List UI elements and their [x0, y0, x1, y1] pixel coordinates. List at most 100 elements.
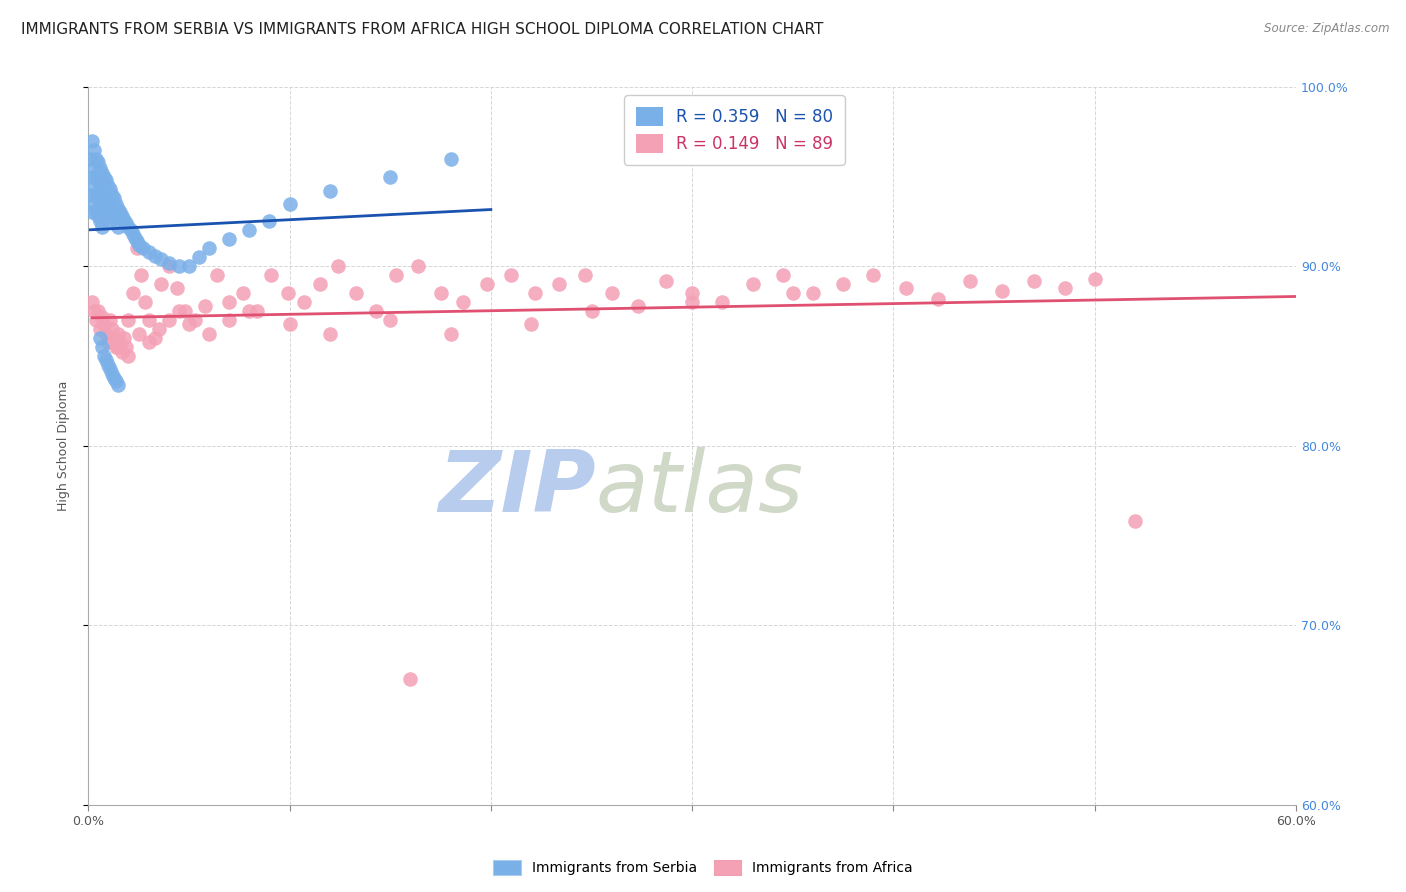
Point: [110, 205, 132, 219]
Point: [124, 230, 146, 244]
Point: [87, 155, 110, 169]
Point: [574, 268, 596, 283]
Point: [100, 313, 122, 327]
Point: [681, 295, 703, 310]
Point: [600, 286, 623, 301]
Point: [97, 358, 120, 372]
Point: [87, 173, 110, 187]
Point: [107, 202, 129, 216]
Point: [1084, 272, 1107, 286]
Point: [194, 299, 217, 313]
Point: [238, 223, 260, 237]
Point: [103, 209, 125, 223]
Point: [278, 317, 301, 331]
Point: [91, 184, 114, 198]
Point: [772, 268, 794, 283]
Point: [83, 304, 105, 318]
Point: [385, 268, 408, 283]
Point: [125, 241, 148, 255]
Point: [100, 200, 122, 214]
Point: [260, 268, 283, 283]
Point: [91, 340, 114, 354]
Point: [218, 313, 240, 327]
Point: [499, 268, 522, 283]
Point: [96, 191, 118, 205]
Point: [89, 331, 111, 345]
Point: [143, 331, 166, 345]
Point: [429, 286, 451, 301]
Point: [319, 184, 342, 198]
Point: [148, 322, 170, 336]
Point: [91, 219, 114, 234]
Point: [366, 304, 388, 318]
Point: [308, 277, 330, 292]
Point: [149, 252, 172, 267]
Point: [959, 274, 981, 288]
Point: [105, 340, 128, 354]
Point: [97, 178, 120, 193]
Point: [439, 152, 461, 166]
Point: [93, 187, 115, 202]
Point: [93, 317, 115, 331]
Point: [188, 250, 211, 264]
Point: [89, 161, 111, 175]
Point: [91, 310, 114, 324]
Point: [277, 286, 299, 301]
Point: [121, 286, 143, 301]
Point: [101, 322, 124, 336]
Point: [89, 178, 111, 193]
Point: [524, 286, 547, 301]
Point: [131, 241, 153, 255]
Point: [548, 277, 571, 292]
Point: [246, 304, 269, 318]
Point: [198, 327, 221, 342]
Point: [89, 196, 111, 211]
Point: [344, 286, 367, 301]
Point: [107, 327, 129, 342]
Point: [319, 327, 342, 342]
Point: [96, 173, 118, 187]
Point: [96, 209, 118, 223]
Point: [96, 352, 118, 367]
Point: [259, 214, 281, 228]
Point: [82, 134, 104, 148]
Point: [167, 304, 190, 318]
Point: [894, 281, 917, 295]
Point: [110, 336, 132, 351]
Point: [100, 182, 122, 196]
Point: [581, 304, 603, 318]
Point: [107, 219, 129, 234]
Point: [157, 256, 180, 270]
Point: [84, 187, 107, 202]
Point: [107, 377, 129, 392]
Point: [103, 191, 125, 205]
Point: [711, 295, 734, 310]
Point: [198, 241, 221, 255]
Point: [125, 234, 148, 248]
Point: [101, 367, 124, 381]
Point: [84, 152, 107, 166]
Point: [927, 292, 949, 306]
Point: [97, 196, 120, 211]
Point: [117, 349, 139, 363]
Point: [380, 313, 402, 327]
Point: [96, 327, 118, 342]
Point: [97, 334, 120, 349]
Point: [91, 166, 114, 180]
Point: [79, 152, 101, 166]
Point: [238, 304, 260, 318]
Point: [83, 161, 105, 175]
Point: [143, 248, 166, 262]
Point: [1024, 274, 1046, 288]
Point: [157, 260, 180, 274]
Point: [115, 340, 138, 354]
Point: [87, 191, 110, 205]
Point: [655, 274, 678, 288]
Point: [520, 317, 543, 331]
Point: [100, 361, 122, 376]
Text: Source: ZipAtlas.com: Source: ZipAtlas.com: [1264, 22, 1389, 36]
Point: [439, 327, 461, 342]
Point: [138, 334, 160, 349]
Point: [128, 327, 150, 342]
Point: [134, 295, 156, 310]
